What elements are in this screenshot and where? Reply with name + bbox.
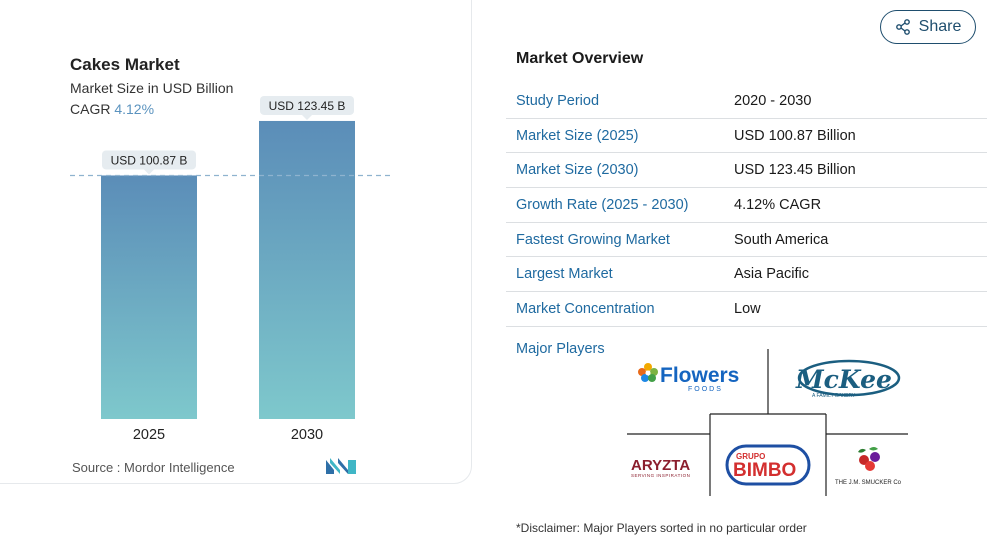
overview-row-value: USD 100.87 Billion bbox=[734, 127, 856, 144]
overview-row: Market Size (2030) USD 123.45 Billion bbox=[506, 153, 987, 189]
overview-row: Fastest Growing Market South America bbox=[506, 223, 987, 258]
aryzta-word: ARYZTA bbox=[631, 457, 690, 474]
overview-row-value: 2020 - 2030 bbox=[734, 92, 812, 109]
source-label: Source : bbox=[72, 460, 121, 475]
data-label: USD 100.87 B bbox=[111, 153, 188, 167]
bar-2025 bbox=[101, 175, 197, 419]
data-label-bg bbox=[102, 150, 196, 170]
overview-row: Market Concentration Low bbox=[506, 292, 987, 327]
smucker-fruit-icon bbox=[858, 447, 880, 471]
mckee-logo: McKee A FAMILY BAKERY bbox=[795, 359, 901, 399]
data-label-bg bbox=[260, 95, 354, 115]
overview-title: Market Overview bbox=[516, 50, 644, 67]
data-label-pointer bbox=[144, 169, 154, 175]
overview-row-value: USD 123.45 Billion bbox=[734, 162, 856, 179]
overview-row-value: 4.12% CAGR bbox=[734, 196, 822, 213]
source-name: Mordor Intelligence bbox=[124, 460, 235, 475]
category-label: 2030 bbox=[291, 427, 323, 443]
overview-row-value: Asia Pacific bbox=[734, 266, 809, 283]
bar-2030 bbox=[259, 120, 355, 420]
chart-cagr: CAGR 4.12% bbox=[70, 101, 154, 117]
smucker-logo: THE J.M. SMUCKER Co bbox=[835, 447, 902, 486]
overview-row-label: Growth Rate (2025 - 2030) bbox=[516, 196, 689, 213]
cagr-label: CAGR bbox=[70, 101, 111, 117]
overview-row: Study Period 2020 - 2030 bbox=[506, 84, 987, 119]
bimbo-word: BIMBO bbox=[733, 460, 796, 481]
overview-row-label: Market Concentration bbox=[516, 300, 655, 317]
chart-subtitle: Market Size in USD Billion bbox=[70, 80, 234, 96]
share-button[interactable]: Share bbox=[880, 10, 976, 44]
mckee-sub: A FAMILY BAKERY bbox=[812, 393, 856, 399]
source-note: Source : Mordor Intelligence bbox=[72, 460, 235, 475]
mordor-logo-icon bbox=[326, 458, 356, 474]
category-label: 2025 bbox=[133, 427, 165, 443]
disclaimer: *Disclaimer: Major Players sorted in no … bbox=[516, 521, 807, 535]
aryzta-logo: ARYZTA SERVING INSPIRATION bbox=[631, 457, 690, 478]
overview-row-label: Fastest Growing Market bbox=[516, 231, 670, 248]
overview-row: Market Size (2025) USD 100.87 Billion bbox=[506, 119, 987, 154]
chart-title: Cakes Market bbox=[70, 55, 180, 74]
share-icon bbox=[895, 19, 910, 35]
flowers-word: Flowers bbox=[660, 364, 739, 387]
data-label-pointer bbox=[302, 114, 312, 120]
overview-row-label: Market Size (2025) bbox=[516, 127, 639, 144]
flower-icon bbox=[638, 363, 658, 382]
overview-row: Growth Rate (2025 - 2030) 4.12% CAGR bbox=[506, 188, 987, 223]
bar-chart: USD 100.87 B 2025 USD 123.45 B 2030 bbox=[70, 95, 390, 443]
overview-row: Largest Market Asia Pacific bbox=[506, 257, 987, 293]
mckee-word: McKee bbox=[795, 365, 892, 394]
overview-table: Study Period 2020 - 2030 Market Size (2025… bbox=[506, 84, 987, 327]
overview-row-label: Largest Market bbox=[516, 266, 613, 283]
data-label: USD 123.45 B bbox=[269, 99, 346, 113]
bimbo-logo: GRUPO BIMBO bbox=[725, 444, 811, 486]
cagr-value: 4.12% bbox=[114, 101, 155, 117]
flowers-foods-logo: Flowers FOODS bbox=[638, 363, 739, 393]
smucker-word: THE J.M. SMUCKER Co bbox=[835, 480, 902, 486]
aryzta-sub: SERVING INSPIRATION bbox=[631, 473, 690, 478]
overview-row-label: Market Size (2030) bbox=[516, 162, 639, 179]
major-players-label: Major Players bbox=[516, 341, 605, 357]
overview-row-value: South America bbox=[734, 231, 829, 248]
bimbo-top: GRUPO bbox=[736, 452, 765, 461]
overview-row-label: Study Period bbox=[516, 92, 600, 109]
flowers-sub: FOODS bbox=[688, 386, 723, 393]
chart-card bbox=[0, 0, 472, 484]
overview-row-value: Low bbox=[734, 300, 761, 317]
share-label: Share bbox=[918, 18, 962, 35]
